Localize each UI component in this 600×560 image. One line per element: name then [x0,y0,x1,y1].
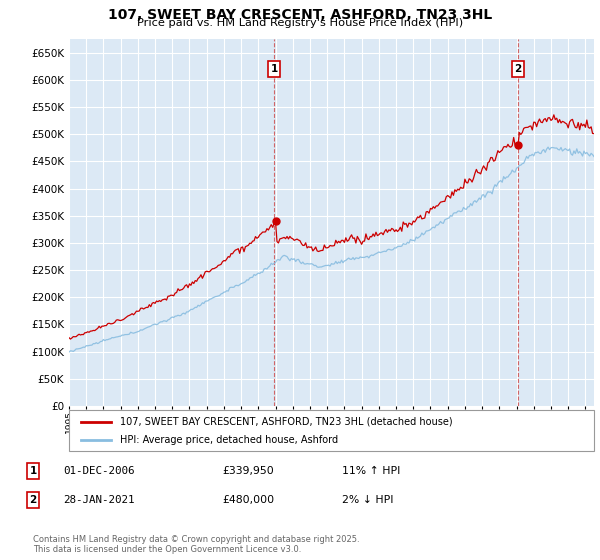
Text: 11% ↑ HPI: 11% ↑ HPI [342,466,400,476]
Text: £339,950: £339,950 [222,466,274,476]
Text: Price paid vs. HM Land Registry's House Price Index (HPI): Price paid vs. HM Land Registry's House … [137,18,463,28]
Text: 1: 1 [29,466,37,476]
Text: Contains HM Land Registry data © Crown copyright and database right 2025.
This d: Contains HM Land Registry data © Crown c… [33,535,359,554]
Text: £480,000: £480,000 [222,495,274,505]
Text: 28-JAN-2021: 28-JAN-2021 [63,495,134,505]
Text: 2% ↓ HPI: 2% ↓ HPI [342,495,394,505]
Text: 01-DEC-2006: 01-DEC-2006 [63,466,134,476]
Text: 107, SWEET BAY CRESCENT, ASHFORD, TN23 3HL (detached house): 107, SWEET BAY CRESCENT, ASHFORD, TN23 3… [120,417,452,427]
Text: 107, SWEET BAY CRESCENT, ASHFORD, TN23 3HL: 107, SWEET BAY CRESCENT, ASHFORD, TN23 3… [108,8,492,22]
Text: HPI: Average price, detached house, Ashford: HPI: Average price, detached house, Ashf… [120,435,338,445]
Text: 1: 1 [271,64,278,74]
Text: 2: 2 [514,64,521,74]
Text: 2: 2 [29,495,37,505]
